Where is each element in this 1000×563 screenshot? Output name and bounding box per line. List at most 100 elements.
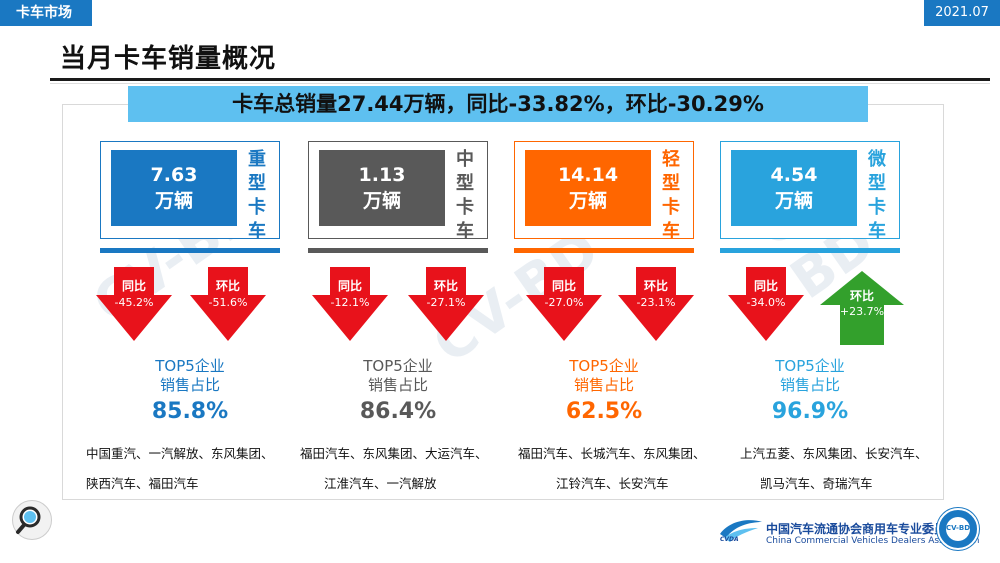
sales-value: 1.13 — [358, 164, 406, 186]
segment-name: 轻 型 卡 车 — [659, 148, 683, 244]
yoy-down-arrow: 同比 -34.0% — [728, 267, 804, 341]
yoy-down-arrow: 同比 -27.0% — [526, 267, 602, 341]
segment-name-char: 型 — [248, 173, 266, 194]
segment-name-char: 微 — [868, 149, 886, 170]
segment-name: 中 型 卡 车 — [453, 148, 477, 244]
association-name-cn: 中国汽车流通协会商用车专业委员会 — [766, 522, 959, 536]
top5-share: 96.9% — [771, 399, 849, 424]
mom-label: 环比 — [215, 279, 240, 293]
cvbd-badge-logo: CV-BD — [936, 507, 980, 551]
mom-value: -27.1% — [426, 296, 466, 309]
top5-line2: 销售占比 — [573, 376, 634, 394]
top5-line1: TOP5企业 — [363, 357, 433, 375]
sales-unit: 万辆 — [774, 190, 813, 212]
search-icon[interactable] — [12, 500, 52, 540]
sales-value-box: 1.13 万辆 — [319, 150, 445, 226]
top5-label: TOP5企业 销售占比 — [100, 357, 280, 395]
sales-value: 4.54 — [770, 164, 818, 186]
sales-card: 4.54 万辆 微 型 卡 车 — [720, 141, 900, 242]
mom-up-arrow: 环比 +23.7% — [820, 271, 904, 345]
mom-value: +23.7% — [839, 305, 885, 318]
top5-companies: 上汽五菱、东风集团、长安汽车、 凯马汽车、奇瑞汽车 — [740, 439, 928, 499]
companies-line1: 上汽五菱、东风集团、长安汽车、 — [740, 446, 928, 461]
yoy-value: -12.1% — [330, 296, 370, 309]
segment-name-char: 车 — [248, 221, 266, 242]
sales-value-box: 7.63 万辆 — [111, 150, 237, 226]
top5-share: 86.4% — [359, 399, 437, 424]
segment-name-char: 中 — [456, 149, 474, 170]
mom-down-arrow: 环比 -27.1% — [408, 267, 484, 341]
badge-text: CV-BD — [945, 524, 971, 532]
mom-label: 环比 — [433, 279, 458, 293]
sales-unit: 万辆 — [154, 190, 193, 212]
segment-name-char: 重 — [248, 149, 266, 170]
page-title: 当月卡车销量概况 — [60, 44, 277, 74]
segment-name: 重 型 卡 车 — [245, 148, 269, 244]
top5-label: TOP5企业 销售占比 — [308, 357, 488, 395]
companies-line1: 福田汽车、东风集团、大运汽车、 — [300, 446, 488, 461]
yoy-value: -45.2% — [114, 296, 154, 309]
arrow-down-icon — [526, 267, 602, 341]
yoy-value: -27.0% — [544, 296, 584, 309]
segment-name-char: 卡 — [456, 197, 474, 218]
segment-heavy: 7.63 万辆 重 型 卡 车 同比 -45.2% 环比 -51.6% TOP5… — [86, 141, 284, 491]
top5-label: TOP5企业 销售占比 — [720, 357, 900, 395]
card-underline — [308, 248, 488, 253]
top5-line1: TOP5企业 — [569, 357, 639, 375]
top5-line2: 销售占比 — [159, 376, 220, 394]
sales-card: 7.63 万辆 重 型 卡 车 — [100, 141, 280, 242]
arrow-up-icon — [820, 271, 904, 345]
sales-card: 14.14 万辆 轻 型 卡 车 — [514, 141, 694, 242]
arrow-down-icon — [190, 267, 266, 341]
yoy-down-arrow: 同比 -45.2% — [96, 267, 172, 341]
logo-text: CVDA — [720, 536, 739, 543]
date-tag: 2021.07 — [924, 0, 1000, 26]
yoy-label: 同比 — [753, 279, 778, 293]
companies-line1: 中国重汽、一汽解放、东风集团、 — [86, 446, 274, 461]
top5-line2: 销售占比 — [367, 376, 428, 394]
sales-value-box: 4.54 万辆 — [731, 150, 857, 226]
segment-name-char: 型 — [662, 173, 680, 194]
association-logo: CVDA — [716, 516, 764, 544]
title-divider — [50, 78, 990, 84]
companies-line2: 江淮汽车、一汽解放 — [324, 476, 437, 491]
companies-line1: 福田汽车、长城汽车、东风集团、 — [518, 446, 706, 461]
segment-name: 微 型 卡 车 — [865, 148, 889, 244]
sales-value-box: 14.14 万辆 — [525, 150, 651, 226]
card-underline — [514, 248, 694, 253]
top5-label: TOP5企业 销售占比 — [514, 357, 694, 395]
top5-line1: TOP5企业 — [775, 357, 845, 375]
segment-name-char: 轻 — [662, 149, 680, 170]
mom-value: -23.1% — [636, 296, 676, 309]
association-name-en: China Commercial Vehicles Dealers Associ… — [766, 536, 980, 546]
mom-label: 环比 — [643, 279, 668, 293]
segment-medium: 1.13 万辆 中 型 卡 车 同比 -12.1% 环比 -27.1% TOP5… — [300, 141, 492, 491]
companies-line2: 凯马汽车、奇瑞汽车 — [760, 476, 873, 491]
mom-down-arrow: 环比 -51.6% — [190, 267, 266, 341]
yoy-label: 同比 — [337, 279, 362, 293]
segment-name-char: 卡 — [248, 197, 266, 218]
arrow-down-icon — [96, 267, 172, 341]
segment-name-char: 卡 — [662, 197, 680, 218]
segment-name-char: 型 — [868, 173, 886, 194]
card-underline — [720, 248, 900, 253]
segment-name-char: 车 — [662, 221, 680, 242]
section-tag: 卡车市场 — [0, 0, 92, 26]
top5-line2: 销售占比 — [779, 376, 840, 394]
segment-mini: 4.54 万辆 微 型 卡 车 同比 -34.0% 环比 +23.7% TOP5… — [720, 141, 928, 491]
top5-companies: 福田汽车、东风集团、大运汽车、 江淮汽车、一汽解放 — [300, 439, 488, 499]
mom-down-arrow: 环比 -23.1% — [618, 267, 694, 341]
summary-banner: 卡车总销量27.44万辆，同比-33.82%，环比-30.29% — [128, 86, 868, 122]
top5-line1: TOP5企业 — [155, 357, 225, 375]
arrow-down-icon — [312, 267, 388, 341]
card-underline — [100, 248, 280, 253]
sales-value: 7.63 — [150, 164, 198, 186]
yoy-label: 同比 — [551, 279, 576, 293]
sales-card: 1.13 万辆 中 型 卡 车 — [308, 141, 488, 242]
segment-name-char: 车 — [868, 221, 886, 242]
segment-name-char: 卡 — [868, 197, 886, 218]
sales-value: 14.14 — [557, 164, 619, 186]
top5-companies: 福田汽车、长城汽车、东风集团、 江铃汽车、长安汽车 — [518, 439, 706, 499]
top5-share: 62.5% — [565, 399, 643, 424]
sales-unit: 万辆 — [362, 190, 401, 212]
